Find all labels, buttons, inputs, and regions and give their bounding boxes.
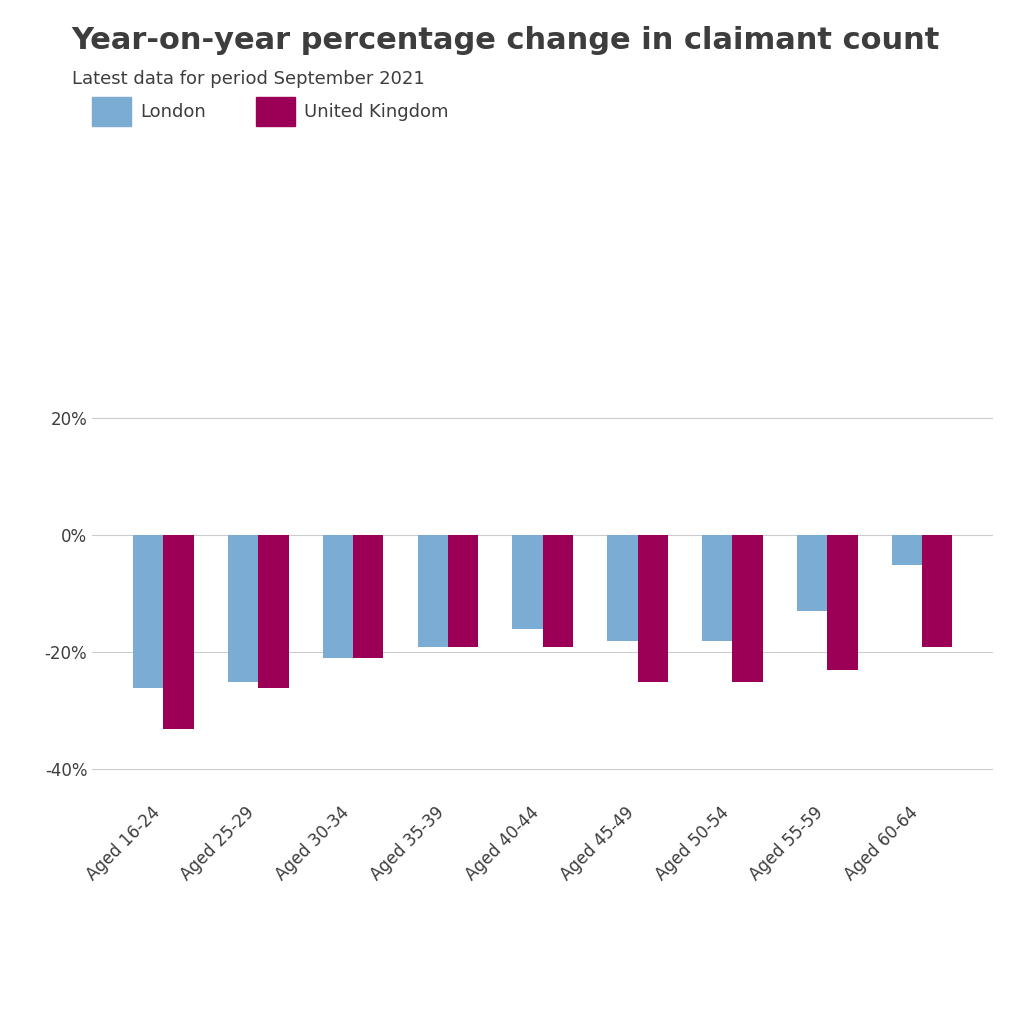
Bar (418, 536, 447, 646)
Text: Year-on-year percentage change in claimant count: Year-on-year percentage change in claima… (72, 26, 940, 54)
Bar (607, 536, 638, 641)
Bar (164, 536, 194, 728)
Bar (827, 536, 857, 670)
Bar (323, 536, 353, 658)
Text: United Kingdom: United Kingdom (304, 102, 449, 121)
Bar (922, 536, 952, 646)
Text: London: London (140, 102, 206, 121)
Bar (447, 536, 478, 646)
Bar (353, 536, 383, 658)
Bar (638, 536, 668, 682)
Bar (543, 536, 573, 646)
Bar (258, 536, 289, 687)
Bar (797, 536, 827, 611)
Bar (133, 536, 164, 687)
Text: Latest data for period September 2021: Latest data for period September 2021 (72, 70, 424, 88)
Bar (228, 536, 258, 682)
Bar (512, 536, 543, 629)
Bar (732, 536, 763, 682)
Bar (702, 536, 732, 641)
Bar (892, 536, 922, 564)
